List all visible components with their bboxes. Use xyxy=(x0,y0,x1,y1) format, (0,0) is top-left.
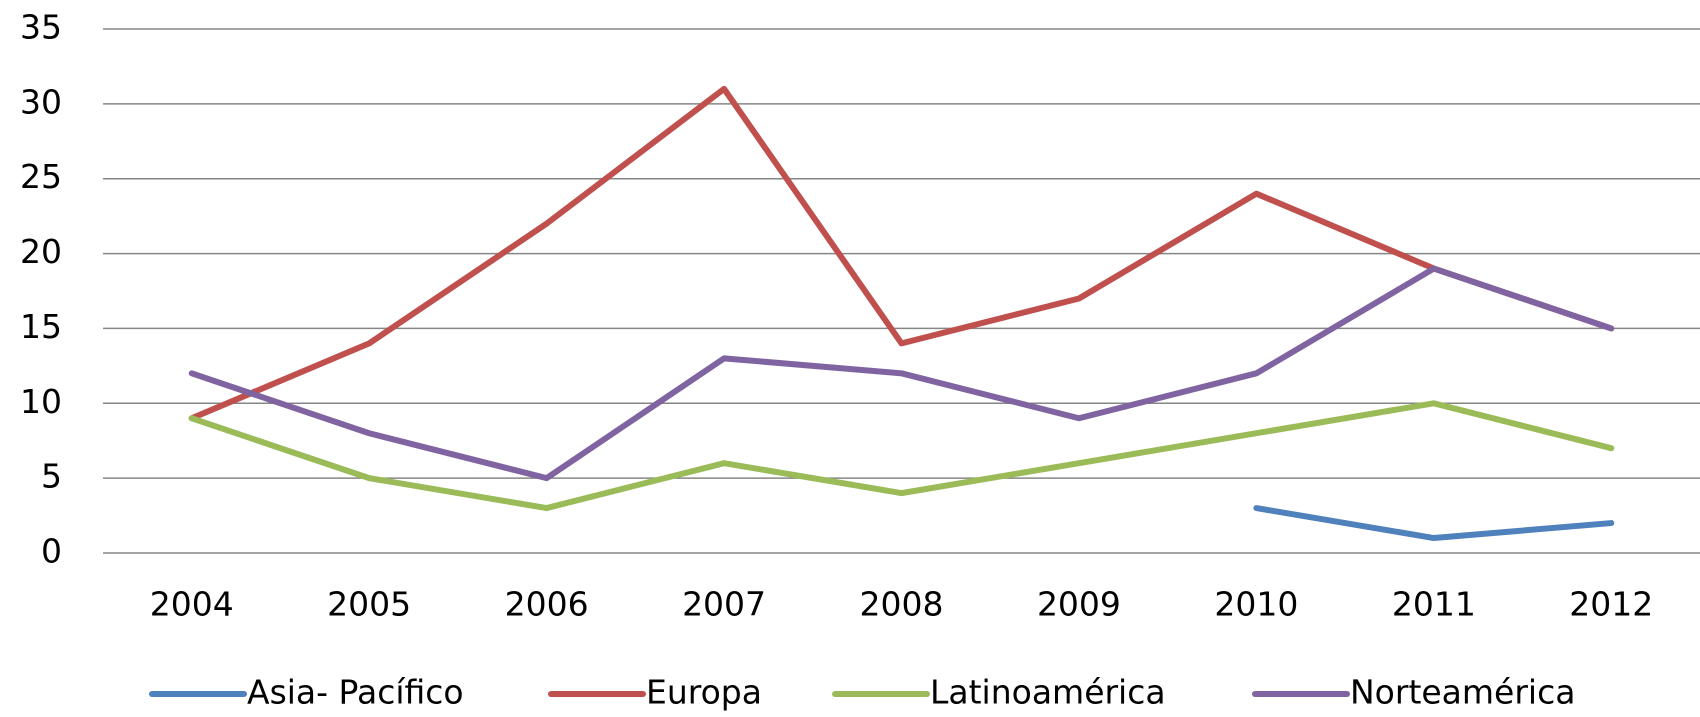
x-tick-label: 2009 xyxy=(1037,585,1121,624)
legend-label: Asia- Pacífico xyxy=(247,673,464,712)
x-tick-label: 2004 xyxy=(150,585,234,624)
y-tick-label: 30 xyxy=(20,82,62,121)
y-tick-label: 5 xyxy=(41,457,62,496)
y-tick-label: 35 xyxy=(20,8,62,47)
legend-label: Latinoamérica xyxy=(930,673,1166,712)
x-tick-label: 2012 xyxy=(1569,585,1653,624)
x-tick-label: 2008 xyxy=(860,585,944,624)
x-tick-label: 2007 xyxy=(682,585,766,624)
legend-label: Norteamérica xyxy=(1350,673,1575,712)
y-tick-label: 25 xyxy=(20,157,62,196)
series-line xyxy=(188,85,1615,422)
x-tick-label: 2006 xyxy=(505,585,589,624)
y-tick-label: 10 xyxy=(20,382,62,421)
y-tick-label: 0 xyxy=(41,532,62,571)
y-tick-label: 20 xyxy=(20,232,62,271)
series-line xyxy=(188,265,1615,482)
series-line xyxy=(188,400,1615,512)
legend-label: Europa xyxy=(646,673,762,712)
y-tick-label: 15 xyxy=(20,307,62,346)
x-tick-label: 2010 xyxy=(1214,585,1298,624)
series-line xyxy=(1253,505,1615,542)
x-tick-label: 2005 xyxy=(327,585,411,624)
x-tick-label: 2011 xyxy=(1392,585,1476,624)
